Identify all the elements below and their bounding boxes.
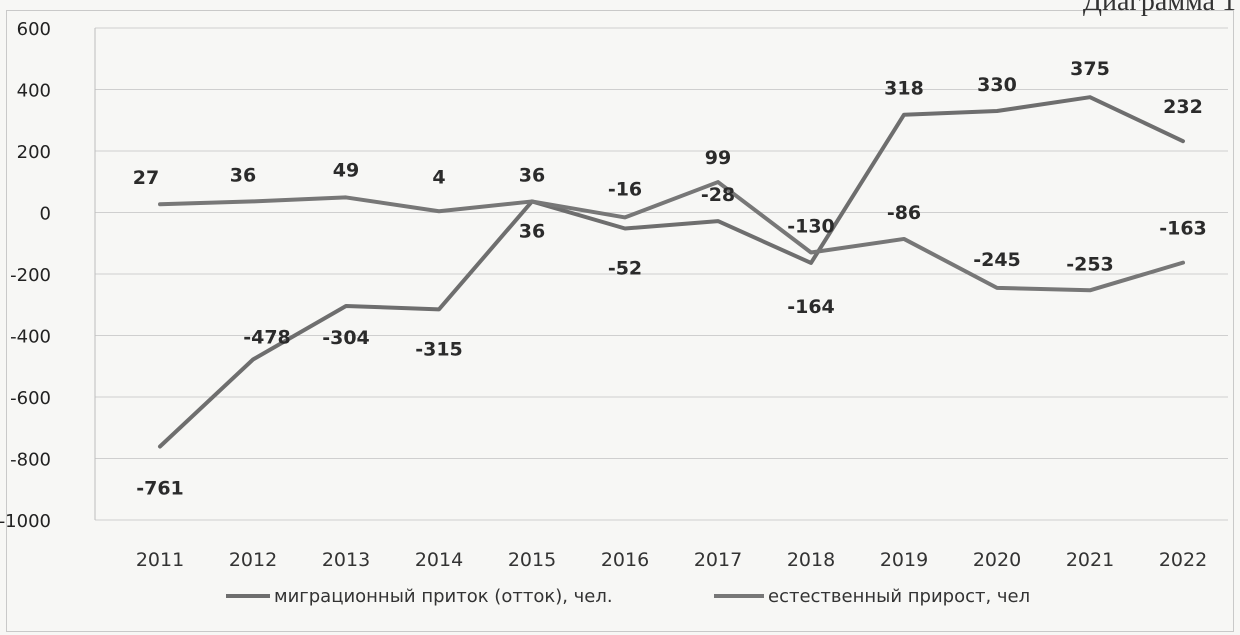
series-line-2 (158, 180, 1185, 293)
y-tick-label: 0 (40, 204, 51, 225)
x-tick-label: 2013 (322, 549, 370, 571)
x-tick-label: 2011 (136, 549, 184, 571)
data-label-series-1: -478 (243, 326, 291, 348)
data-label-series-2: -16 (608, 178, 642, 200)
data-label-series-1: 232 (1163, 96, 1203, 118)
data-label-series-2: 36 (519, 164, 545, 186)
x-tick-label: 2016 (601, 549, 649, 571)
corner-caption: Диаграмма 1 (1082, 0, 1236, 17)
data-label-series-2: 27 (133, 167, 159, 189)
data-label-series-1: 330 (977, 74, 1017, 96)
y-tick-label: 600 (17, 19, 51, 40)
data-label-series-2: 49 (333, 159, 359, 181)
series-line-1 (158, 95, 1185, 449)
data-label-series-1: -52 (608, 257, 642, 279)
x-tick-label: 2022 (1159, 549, 1207, 571)
data-label-series-1: 36 (519, 220, 545, 242)
x-tick-label: 2014 (415, 549, 463, 571)
chart-frame (6, 10, 1234, 632)
data-label-series-2: -163 (1159, 218, 1207, 240)
data-label-series-2: -130 (787, 215, 835, 237)
data-label-series-1: -164 (787, 296, 835, 318)
x-tick-label: 2017 (694, 549, 742, 571)
data-label-series-2: 4 (432, 166, 445, 188)
y-tick-label: 200 (17, 142, 51, 163)
data-label-series-1: 318 (884, 78, 924, 100)
data-label-series-2: 99 (705, 147, 731, 169)
data-label-series-1: -761 (136, 478, 184, 500)
x-tick-label: 2020 (973, 549, 1021, 571)
data-label-series-1: -315 (415, 338, 463, 360)
data-label-series-2: -245 (973, 249, 1021, 271)
data-label-series-2: 36 (230, 164, 256, 186)
data-label-series-1: -28 (701, 184, 735, 206)
legend-label-2: естественный прирост, чел (768, 586, 1030, 607)
y-tick-label: -800 (10, 450, 51, 471)
data-label-series-1: -304 (322, 327, 370, 349)
y-tick-label: -600 (10, 388, 51, 409)
x-tick-label: 2019 (880, 549, 928, 571)
x-tick-label: 2018 (787, 549, 835, 571)
x-tick-label: 2015 (508, 549, 556, 571)
x-tick-label: 2021 (1066, 549, 1114, 571)
x-tick-label: 2012 (229, 549, 277, 571)
y-tick-label: 400 (17, 81, 51, 102)
y-tick-label: -400 (10, 327, 51, 348)
y-tick-label: -1000 (0, 511, 51, 532)
y-tick-label: -200 (10, 265, 51, 286)
data-label-series-2: -253 (1066, 253, 1114, 275)
data-label-series-2: -86 (887, 202, 921, 224)
data-label-series-1: 375 (1070, 58, 1110, 80)
legend-label-1: миграционный приток (отток), чел. (274, 586, 613, 607)
